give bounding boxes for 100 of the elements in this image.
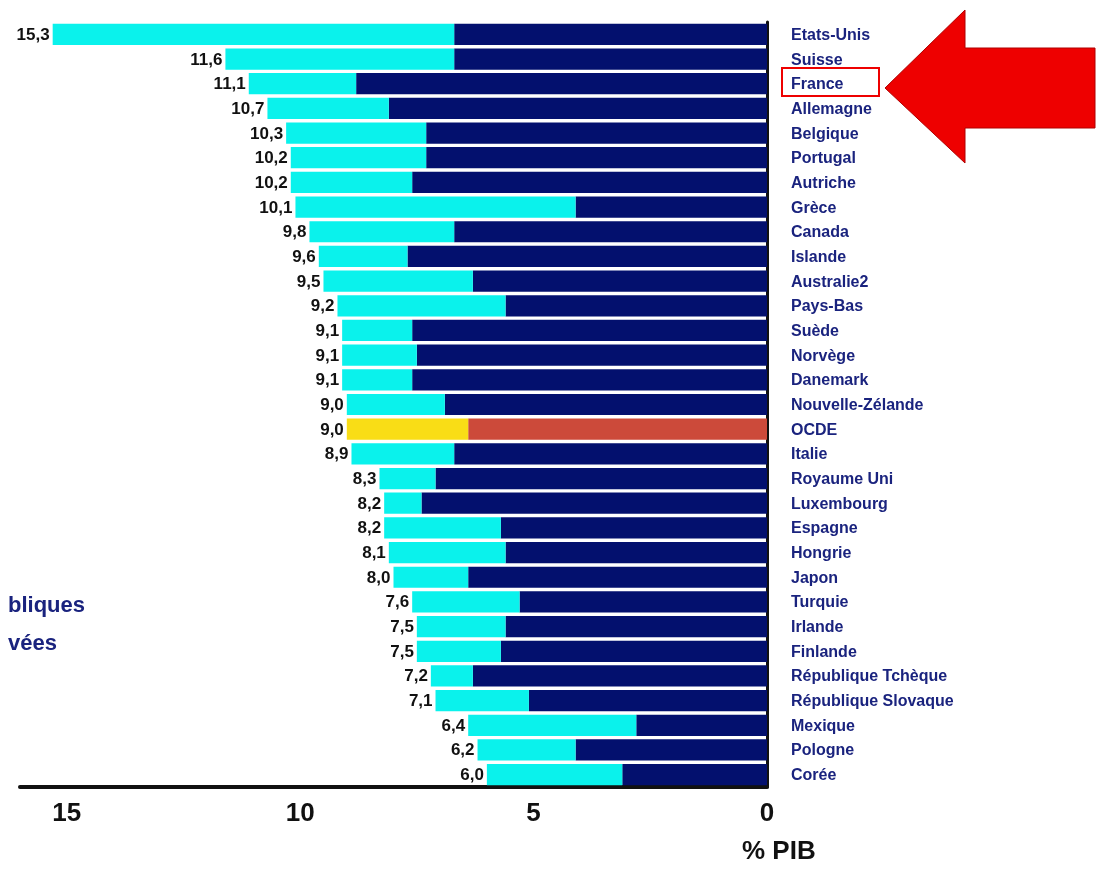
bar — [393, 566, 469, 588]
bar — [454, 23, 767, 45]
bar — [388, 541, 506, 564]
total-label: 9,2 — [310, 296, 335, 316]
total-label: 9,5 — [296, 271, 321, 291]
total-label: 7,1 — [408, 691, 433, 711]
total-label: 7,2 — [404, 666, 428, 686]
bar — [468, 714, 637, 736]
bar — [505, 295, 767, 317]
total-label: 10,2 — [254, 172, 288, 192]
total-label: 10,3 — [250, 123, 284, 143]
total-label: 11,6 — [190, 49, 223, 69]
bar — [426, 122, 767, 144]
y-tick-label: Etats-Unis — [791, 25, 871, 43]
bar — [384, 492, 422, 514]
bar — [52, 23, 455, 45]
bar — [519, 591, 767, 613]
y-tick-label: Japon — [791, 568, 839, 586]
bar — [454, 443, 767, 465]
bar — [416, 640, 501, 662]
x-tick-label: 5 — [526, 797, 541, 827]
bar — [346, 418, 469, 440]
y-tick-label: Islande — [791, 247, 847, 265]
bar — [323, 270, 473, 292]
bar — [416, 344, 767, 366]
bar — [435, 690, 529, 712]
annotation: bliques — [8, 591, 86, 617]
y-tick-label: Portugal — [791, 149, 856, 167]
y-tick-label: Turquie — [791, 593, 849, 611]
bar — [412, 171, 767, 194]
bar — [342, 319, 413, 342]
total-label: 8,1 — [362, 543, 386, 563]
bar — [248, 73, 357, 95]
bar — [407, 245, 767, 268]
y-tick-label: Australie2 — [791, 272, 869, 290]
y-tick-label: Grèce — [791, 198, 837, 216]
total-label: 6,2 — [450, 740, 475, 760]
bar — [412, 319, 767, 342]
total-label: 7,5 — [390, 617, 414, 637]
bar — [472, 270, 767, 292]
y-tick-label: OCDE — [791, 420, 838, 438]
y-tick-label: France — [791, 75, 844, 93]
y-tick-label: Finlande — [791, 642, 857, 660]
total-label: 9,1 — [315, 345, 340, 365]
bar — [468, 566, 767, 588]
bar — [505, 541, 767, 564]
bar — [286, 122, 427, 144]
bar — [426, 147, 767, 169]
y-tick-label: Nouvelle-Zélande — [791, 396, 924, 413]
y-tick-label: Allemagne — [791, 99, 873, 117]
bar — [412, 591, 520, 613]
bar — [444, 393, 767, 416]
bar — [486, 764, 623, 786]
bar — [575, 196, 767, 218]
total-label: 9,1 — [315, 370, 340, 390]
y-tick-label: Pays-Bas — [791, 297, 864, 315]
bar — [636, 714, 767, 736]
y-tick-label: Espagne — [791, 519, 858, 537]
bar — [622, 764, 767, 786]
bar — [342, 369, 413, 391]
y-tick-label: Luxembourg — [791, 494, 888, 512]
bar — [468, 418, 767, 440]
bar — [435, 467, 767, 490]
total-label: 9,1 — [315, 320, 340, 340]
total-label: 7,6 — [385, 592, 410, 612]
y-tick-label: Royaume Uni — [791, 470, 894, 488]
total-label: 9,0 — [320, 395, 344, 414]
total-label: 11,1 — [213, 74, 246, 94]
bar — [379, 467, 436, 490]
y-tick-label: Suède — [791, 321, 840, 339]
bar — [454, 221, 767, 243]
bar — [421, 492, 767, 514]
y-tick-label: Belgique — [791, 124, 859, 142]
bar — [337, 295, 506, 317]
total-label: 8,2 — [357, 493, 382, 513]
total-label: 8,3 — [352, 469, 377, 489]
x-tick-label: 10 — [285, 797, 315, 827]
bar — [472, 665, 767, 687]
total-label: 6,0 — [460, 765, 484, 785]
y-tick-label: Canada — [791, 223, 849, 241]
bar — [528, 690, 767, 712]
y-tick-label: Danemark — [791, 371, 869, 389]
total-label: 9,6 — [292, 246, 316, 266]
annotation: vées — [8, 629, 57, 655]
bar — [477, 739, 576, 761]
bar — [346, 393, 445, 416]
bar — [416, 615, 506, 638]
total-label: 8,0 — [366, 567, 391, 587]
y-tick-label: Norvège — [791, 346, 856, 364]
bar — [384, 517, 501, 539]
bar — [290, 171, 413, 194]
total-label: 10,1 — [259, 197, 293, 217]
y-tick-label: Italie — [791, 445, 828, 463]
bar — [290, 147, 427, 169]
total-label: 9,0 — [320, 419, 344, 439]
y-tick-label: Autriche — [791, 173, 856, 191]
total-label: 10,2 — [254, 148, 288, 168]
bar — [342, 344, 417, 366]
bar — [318, 245, 408, 268]
total-label: 8,9 — [324, 444, 349, 464]
